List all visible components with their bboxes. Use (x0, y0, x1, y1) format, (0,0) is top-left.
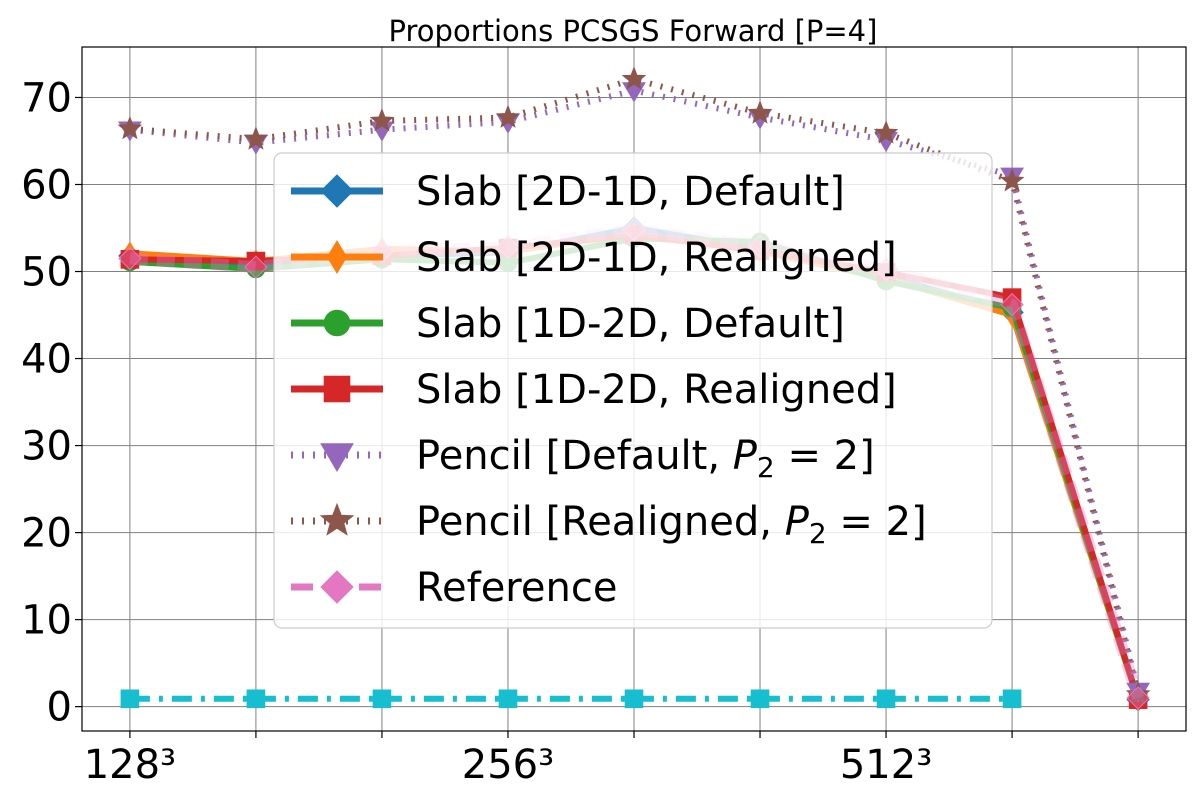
x-tick-label: 128³ (84, 742, 176, 788)
data-point (372, 689, 392, 709)
chart-title: Proportions PCSGS Forward [P=4] (389, 14, 878, 48)
legend-swatch-marker (326, 240, 348, 274)
legend-swatch-marker (320, 570, 354, 604)
data-point (369, 108, 395, 132)
data-point (244, 255, 268, 279)
x-tick-label: 512³ (840, 742, 932, 788)
y-tick-label: 40 (21, 337, 72, 383)
x-axis-ticks: 128³ 256³ 512³ (84, 731, 1139, 788)
data-point (624, 689, 644, 709)
y-tick-label: 0 (47, 685, 72, 731)
data-point (498, 689, 518, 709)
legend-label: Pencil [Realigned, P2 = 2] (416, 499, 927, 550)
legend-item: Pencil [Realigned, P2 = 2] (291, 499, 927, 550)
legend-item: Slab [2D-1D, Realigned] (291, 235, 897, 281)
y-tick-label: 20 (21, 511, 72, 557)
legend-label: Slab [2D-1D, Realigned] (416, 235, 897, 281)
y-tick-label: 30 (21, 424, 72, 470)
legend-swatch-marker (319, 502, 355, 536)
data-point (1000, 292, 1024, 317)
legend-swatch-marker (320, 174, 354, 208)
data-point (876, 689, 896, 709)
legend-item: Slab [1D-2D, Realigned] (291, 367, 897, 413)
legend-label: Slab [1D-2D, Default] (416, 301, 845, 347)
data-point (1002, 689, 1022, 709)
legend-item: Slab [1D-2D, Default] (291, 301, 845, 347)
data-point (621, 66, 647, 90)
data-point (117, 115, 143, 140)
y-tick-label: 50 (21, 250, 72, 296)
legend-label: Slab [2D-1D, Default] (416, 169, 845, 215)
legend-item: Reference (291, 565, 617, 611)
data-point (118, 246, 142, 271)
data-point (999, 168, 1025, 192)
legend-swatch-marker (323, 375, 351, 403)
data-point (120, 250, 140, 269)
legend-label: Reference (416, 565, 617, 611)
legend-item: Slab [2D-1D, Default] (291, 169, 845, 215)
data-point (1125, 681, 1151, 705)
legend-label: Slab [1D-2D, Realigned] (416, 367, 897, 413)
data-point (246, 689, 266, 709)
data-point (495, 104, 521, 128)
data-point (873, 120, 899, 144)
series-7 (120, 689, 1022, 709)
data-point (243, 126, 269, 150)
data-point (1126, 686, 1150, 710)
legend-label: Pencil [Default, P2 = 2] (416, 433, 875, 484)
y-axis-ticks: 0 10 20 30 40 50 60 70 (21, 75, 82, 731)
data-point (1002, 288, 1022, 307)
y-tick-label: 60 (21, 162, 72, 208)
legend: Slab [2D-1D, Default] Slab [2D-1D, Realig… (273, 152, 993, 629)
x-tick-label: 256³ (462, 742, 554, 788)
data-point (747, 100, 773, 124)
y-tick-label: 70 (21, 75, 72, 121)
legend-box (273, 152, 993, 629)
data-point (246, 251, 266, 271)
legend-swatch-marker (323, 309, 351, 337)
data-point (120, 689, 140, 709)
y-tick-label: 10 (21, 598, 72, 644)
legend-item: Pencil [Default, P2 = 2] (291, 433, 875, 484)
legend-swatch-marker (320, 443, 354, 472)
data-point (750, 689, 770, 709)
